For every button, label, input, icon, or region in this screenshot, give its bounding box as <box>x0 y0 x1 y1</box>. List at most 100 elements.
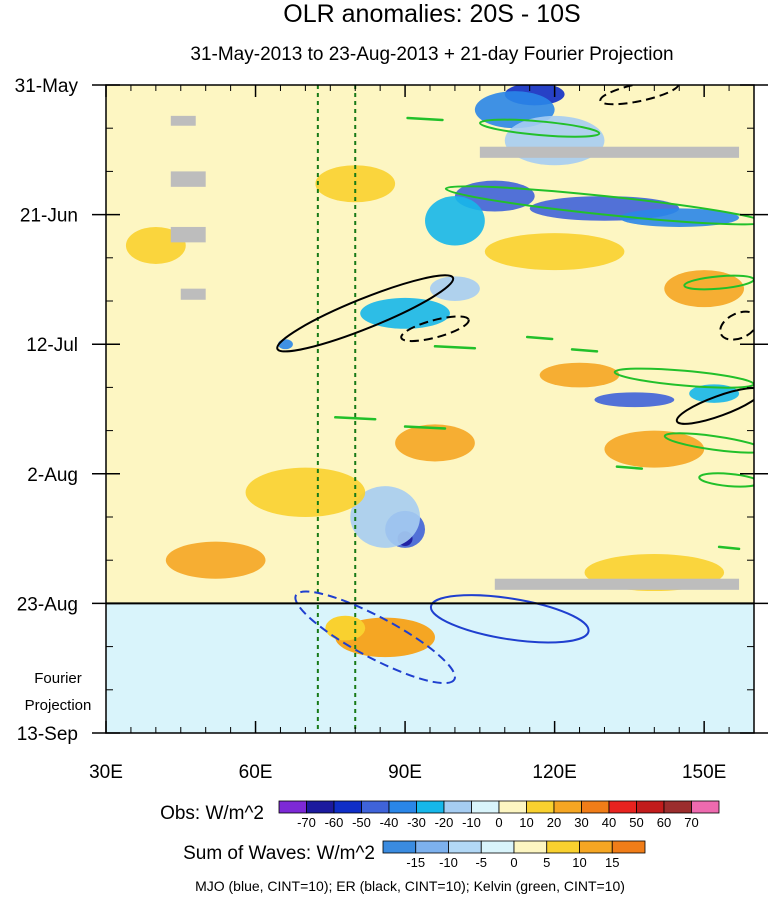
er-contour <box>675 386 754 425</box>
kelvin-contour-segment <box>615 465 644 470</box>
waves-colorbar-box <box>480 840 515 854</box>
obs-colorbar-tick-label: -30 <box>407 815 426 830</box>
chart-subtitle: 31-May-2013 to 23-Aug-2013 + 21-day Four… <box>190 44 673 65</box>
missing-data-block <box>170 115 196 126</box>
olr-anomaly-patch <box>594 392 675 408</box>
er-contour <box>276 274 455 353</box>
obs-colorbar-box <box>388 800 417 814</box>
x-tick-label: 150E <box>682 762 726 783</box>
waves-colorbar-box <box>546 840 580 854</box>
kelvin-contour <box>698 472 754 488</box>
y-tick-label: 2-Aug <box>27 465 78 486</box>
obs-colorbar-box <box>306 800 335 814</box>
olr-anomaly-patch <box>604 430 705 468</box>
obs-colorbar-tick-label: -20 <box>435 815 454 830</box>
obs-colorbar-box <box>471 800 500 814</box>
obs-colorbar-label: Obs: W/m^2 <box>160 803 264 824</box>
projection-label-line1: Fourier <box>34 670 82 687</box>
er-contour <box>719 310 754 341</box>
obs-colorbar-box <box>361 800 390 814</box>
kelvin-contour-segment <box>433 345 477 350</box>
obs-colorbar-box <box>526 800 555 814</box>
obs-colorbar: -70 -60 -50 -40 -30 -20 -10 0 10 20 30 40 50 60 70 <box>278 800 720 830</box>
obs-colorbar-tick-label: -70 <box>297 815 316 830</box>
y-tick-label: 12-Jul <box>26 335 78 356</box>
er-contour <box>599 85 680 106</box>
obs-colorbar-box <box>416 800 445 814</box>
waves-colorbar-tick-label: -5 <box>475 855 487 870</box>
chart-title: OLR anomalies: 20S - 10S <box>283 0 580 28</box>
waves-colorbar-box <box>611 840 646 854</box>
obs-colorbar-box <box>333 800 362 814</box>
wave-legend-footnote: MJO (blue, CINT=10); ER (black, CINT=10)… <box>195 878 625 894</box>
y-tick-label: 31-May <box>15 76 79 97</box>
kelvin-contour-segment <box>403 425 447 430</box>
waves-colorbar-box <box>513 840 548 854</box>
y-tick-label: 13-Sep <box>17 724 78 745</box>
olr-anomaly-patch <box>360 297 450 329</box>
obs-colorbar-tick-label: -60 <box>325 815 344 830</box>
obs-colorbar-tick-label: 60 <box>657 815 671 830</box>
missing-data-block <box>479 146 740 158</box>
missing-data-block <box>494 578 740 590</box>
olr-anomaly-patch <box>277 339 293 350</box>
waves-colorbar-tick-label: -10 <box>439 855 458 870</box>
waves-colorbar-box <box>415 840 449 854</box>
projection-label-line2: Projection <box>25 697 92 714</box>
waves-colorbar-tick-label: 5 <box>543 855 550 870</box>
obs-colorbar-box <box>498 800 527 814</box>
x-tick-label: 60E <box>239 762 273 783</box>
x-tick-label: 90E <box>388 762 422 783</box>
olr-anomaly-patch <box>425 196 485 246</box>
olr-anomaly-patch <box>484 233 625 271</box>
observed-background <box>106 85 754 604</box>
waves-colorbar-tick-label: 0 <box>510 855 517 870</box>
missing-data-block <box>170 226 206 243</box>
waves-colorbar-label: Sum of Waves: W/m^2 <box>183 843 375 864</box>
plot-area <box>106 85 754 733</box>
mjo-contour <box>429 594 590 644</box>
obs-colorbar-box <box>663 800 692 814</box>
obs-colorbar-tick-label: -40 <box>380 815 399 830</box>
olr-anomaly-patch <box>350 486 421 548</box>
projection-background <box>106 603 754 733</box>
waves-colorbar-box <box>448 840 482 854</box>
axes: 30E 60E 90E 120E 150E 31-May 21-Jun 12-Jul 2-Aug… <box>15 76 768 783</box>
y-tick-label: 23-Aug <box>17 594 78 615</box>
y-tick-label: 21-Jun <box>20 206 78 227</box>
obs-colorbar-tick-label: 20 <box>547 815 561 830</box>
obs-colorbar-box <box>278 800 307 814</box>
obs-colorbar-tick-label: 40 <box>602 815 616 830</box>
obs-colorbar-box <box>636 800 665 814</box>
obs-colorbar-tick-label: 10 <box>519 815 533 830</box>
waves-colorbar-tick-label: 10 <box>572 855 586 870</box>
obs-colorbar-box <box>691 800 720 814</box>
obs-colorbar-box <box>443 800 472 814</box>
olr-anomaly-patch <box>245 467 366 517</box>
missing-data-block <box>170 171 206 187</box>
olr-anomaly-patch <box>165 541 266 579</box>
obs-colorbar-box <box>608 800 637 814</box>
kelvin-contour <box>479 118 601 138</box>
waves-colorbar: -15 -10 -5 0 5 10 15 <box>382 840 646 870</box>
kelvin-contour-segment <box>334 416 377 421</box>
obs-colorbar-box <box>581 800 610 814</box>
waves-colorbar-tick-label: 15 <box>605 855 619 870</box>
obs-colorbar-tick-label: 50 <box>629 815 643 830</box>
kelvin-contour-segment <box>717 545 741 551</box>
obs-colorbar-tick-label: -10 <box>462 815 481 830</box>
olr-anomaly-patch <box>395 424 475 462</box>
olr-anomaly-patch <box>689 384 740 403</box>
waves-colorbar-box <box>579 840 613 854</box>
kelvin-contour-segment <box>406 116 444 122</box>
kelvin-contour <box>444 185 754 226</box>
x-tick-label: 120E <box>532 762 576 783</box>
missing-data-block <box>180 288 206 300</box>
kelvin-contour-segment <box>570 348 599 353</box>
obs-colorbar-tick-label: 30 <box>574 815 588 830</box>
obs-colorbar-tick-label: -50 <box>352 815 371 830</box>
x-tick-label: 30E <box>89 762 123 783</box>
obs-colorbar-tick-label: 0 <box>495 815 502 830</box>
mjo-contour <box>294 590 456 685</box>
